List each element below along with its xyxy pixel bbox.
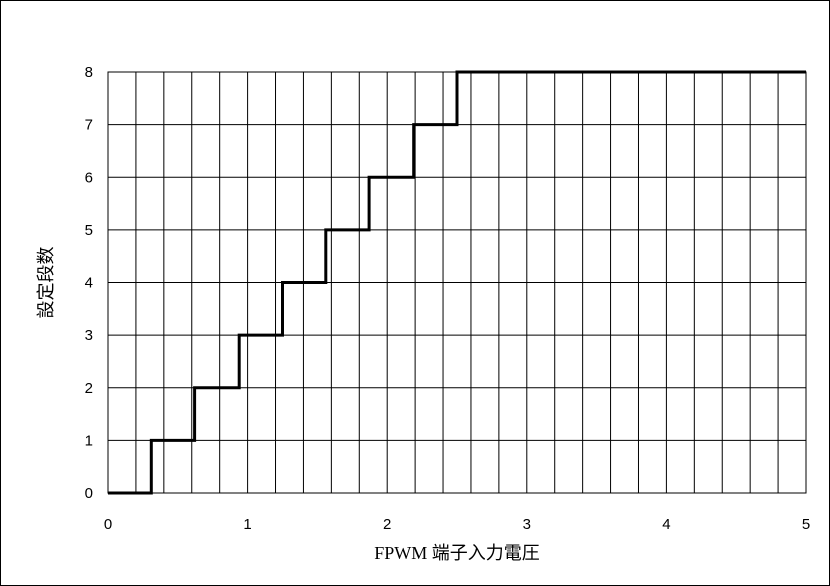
series-line-設定段数 bbox=[108, 70, 806, 495]
x-axis-title: FPWM 端子入力電圧 bbox=[374, 543, 540, 563]
y-tick-label: 8 bbox=[85, 64, 93, 81]
y-tick-label: 6 bbox=[85, 169, 93, 186]
y-tick-label: 0 bbox=[85, 485, 93, 502]
y-tick-label: 1 bbox=[85, 432, 93, 449]
y-tick-label: 2 bbox=[85, 380, 93, 397]
y-axis-title: 設定段数 bbox=[36, 247, 56, 319]
x-tick-label: 3 bbox=[523, 516, 531, 533]
y-tick-label: 7 bbox=[85, 117, 93, 134]
grid bbox=[108, 72, 806, 493]
x-tick-label: 0 bbox=[104, 516, 112, 533]
x-tick-label: 5 bbox=[802, 516, 810, 533]
x-tick-label: 2 bbox=[383, 516, 391, 533]
x-tick-label: 4 bbox=[662, 516, 670, 533]
x-tick-label: 1 bbox=[243, 516, 251, 533]
x-tick-labels: 0 1 2 3 4 5 bbox=[104, 516, 810, 533]
y-tick-label: 3 bbox=[85, 327, 93, 344]
y-tick-label: 4 bbox=[85, 275, 93, 292]
y-tick-label: 5 bbox=[85, 222, 93, 239]
y-tick-labels: 0 1 2 3 4 5 6 7 8 bbox=[85, 64, 93, 502]
